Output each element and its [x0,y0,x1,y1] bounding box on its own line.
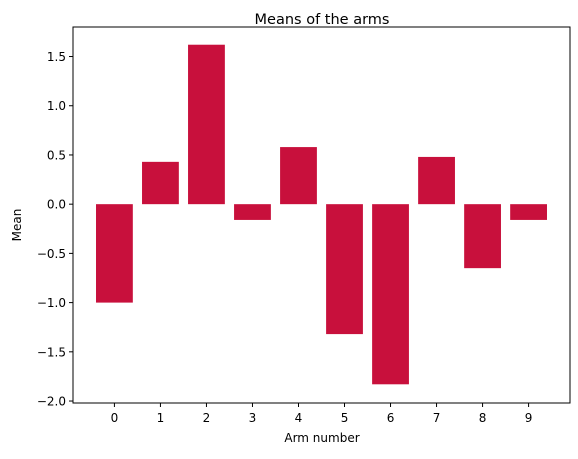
y-tick-label: 1.0 [47,99,66,113]
y-axis-label-group: Mean [10,209,24,242]
y-tick-label: 0.0 [47,198,66,212]
bar-arm-6 [372,204,409,385]
bar-arm-0 [96,204,133,303]
bars-layer [96,44,547,385]
x-tick-label: 5 [341,411,349,425]
x-tick-label: 6 [387,411,395,425]
y-tick-label: −2.0 [37,395,66,409]
bar-arm-1 [142,161,179,205]
y-tick-label: 1.5 [47,50,66,64]
x-tick-label: 0 [111,411,119,425]
bar-arm-7 [418,156,455,205]
x-ticks: 0 1 2 3 4 5 6 7 8 9 [111,403,533,425]
x-tick-label: 9 [525,411,533,425]
x-axis-label: Arm number [284,431,359,445]
y-axis-label: Mean [10,209,24,242]
bar-arm-5 [326,204,363,335]
y-tick-label: −1.0 [37,296,66,310]
x-tick-label: 3 [249,411,257,425]
x-tick-label: 7 [433,411,441,425]
y-tick-label: 0.5 [47,148,66,162]
bar-arm-9 [510,204,547,220]
plot-area-frame [72,26,571,404]
x-tick-label: 8 [479,411,487,425]
x-tick-label: 1 [157,411,165,425]
bar-arm-4 [280,147,317,205]
y-tick-label: −0.5 [37,247,66,261]
chart-title: Means of the arms [255,12,390,28]
bar-arm-2 [188,44,225,205]
x-tick-label: 2 [203,411,211,425]
bar-arm-8 [464,204,501,269]
y-ticks: −2.0 −1.5 −1.0 −0.5 0.0 0.5 1.0 1.5 [37,50,73,409]
bar-arm-3 [234,204,271,220]
y-tick-label: −1.5 [37,345,66,359]
x-tick-label: 4 [295,411,303,425]
